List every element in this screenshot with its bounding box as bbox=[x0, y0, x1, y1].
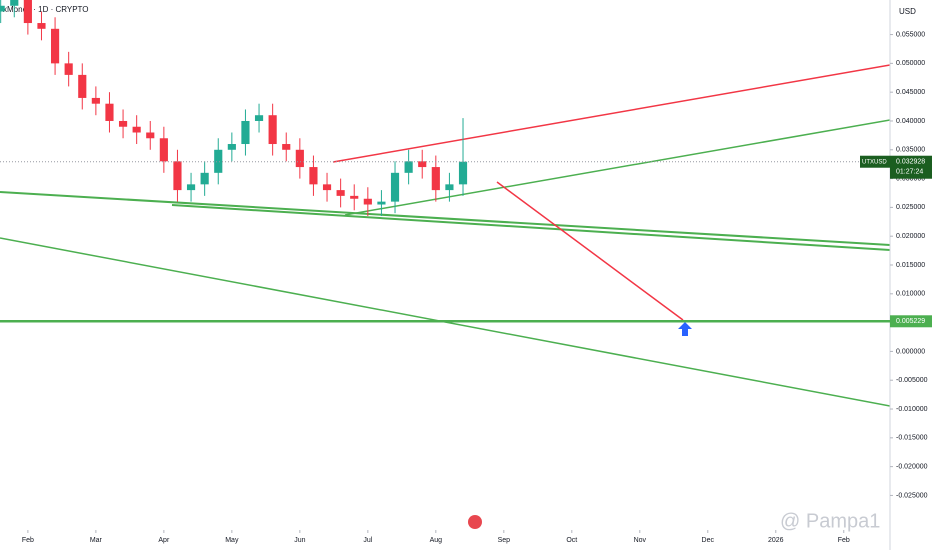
x-tick-label: 2026 bbox=[768, 537, 784, 544]
flag-icon bbox=[468, 515, 482, 529]
arrow-line bbox=[496, 181, 684, 321]
y-tick-label: 0.030000 bbox=[896, 175, 925, 182]
trend-line bbox=[344, 119, 891, 216]
symbol-label: UTXUSD bbox=[862, 159, 887, 165]
price-badge bbox=[890, 155, 932, 179]
candle-body bbox=[268, 115, 277, 145]
candle-body bbox=[0, 5, 5, 12]
candle-body bbox=[214, 149, 223, 173]
candle-body bbox=[159, 138, 168, 162]
candle-body bbox=[241, 120, 250, 145]
candle-body bbox=[336, 190, 345, 196]
x-tick-label: Aug bbox=[430, 537, 443, 544]
candle-body bbox=[458, 161, 468, 185]
x-tick-label: Jun bbox=[294, 537, 305, 544]
watermark: @ Pampa1 bbox=[780, 510, 880, 532]
y-tick-label: 0.020000 bbox=[896, 233, 925, 240]
y-tick-label: -0.020000 bbox=[896, 463, 928, 470]
candle-body bbox=[37, 23, 46, 29]
chart-title: xMoney · 1D · CRYPTO bbox=[3, 5, 89, 14]
y-tick-label: 0.040000 bbox=[896, 118, 925, 125]
x-tick-label: Oct bbox=[566, 537, 577, 544]
candle-body bbox=[295, 149, 304, 168]
candle-body bbox=[50, 28, 60, 64]
candle-body bbox=[200, 172, 209, 185]
countdown: 01:27:24 bbox=[896, 169, 923, 176]
y-tick-label: -0.025000 bbox=[896, 492, 928, 499]
candle-body bbox=[118, 120, 128, 127]
candle-body bbox=[173, 161, 182, 191]
candle-body bbox=[10, 0, 19, 6]
candle-body bbox=[105, 103, 114, 121]
candle-body bbox=[132, 126, 141, 133]
trend-line bbox=[0, 191, 891, 246]
candle-body bbox=[322, 184, 332, 191]
y-tick-label: -0.005000 bbox=[896, 377, 928, 384]
x-tick-label: Dec bbox=[702, 537, 715, 544]
candle-body bbox=[404, 161, 413, 173]
candle-body bbox=[363, 198, 372, 205]
x-tick-label: Apr bbox=[158, 537, 170, 544]
candle-body bbox=[309, 167, 318, 185]
y-tick-label: 0.035000 bbox=[896, 147, 925, 154]
candle-body bbox=[227, 144, 236, 150]
candle-body bbox=[390, 172, 400, 202]
candle-body bbox=[23, 0, 32, 24]
y-tick-label: -0.010000 bbox=[896, 406, 928, 413]
drawings bbox=[0, 64, 891, 407]
currency: USD bbox=[899, 7, 916, 16]
candle-body bbox=[78, 74, 87, 98]
y-tick-label: 0.045000 bbox=[896, 89, 925, 96]
x-tick-label: Jul bbox=[363, 537, 372, 544]
arrow-icon bbox=[678, 322, 692, 336]
x-tick-label: Nov bbox=[634, 537, 647, 544]
trend-line bbox=[332, 64, 891, 163]
candle-body bbox=[282, 144, 291, 150]
candle-body bbox=[64, 63, 73, 75]
y-tick-label: -0.015000 bbox=[896, 435, 928, 442]
symbol-badge bbox=[860, 155, 890, 168]
candle-body bbox=[91, 97, 100, 104]
candle-body bbox=[445, 184, 454, 191]
trend-line bbox=[171, 204, 891, 251]
candle-body bbox=[146, 132, 155, 139]
x-tick-label: Feb bbox=[22, 537, 34, 544]
y-tick-label: 0.000000 bbox=[896, 348, 925, 355]
x-tick-label: Feb bbox=[838, 537, 850, 544]
y-tick-label: 0.015000 bbox=[896, 262, 925, 269]
x-tick-label: May bbox=[225, 537, 239, 544]
level-label: 0.005229 bbox=[896, 318, 925, 325]
level-badge bbox=[890, 315, 932, 328]
x-tick-label: Sep bbox=[498, 537, 511, 544]
y-tick-label: 0.050000 bbox=[896, 60, 925, 67]
candle-body bbox=[186, 184, 196, 191]
candle-body bbox=[431, 167, 440, 191]
y-tick-label: 0.025000 bbox=[896, 204, 925, 211]
x-tick-label: Mar bbox=[90, 537, 103, 544]
candle-body bbox=[350, 195, 359, 199]
y-tick-label: 0.055000 bbox=[896, 31, 925, 38]
candle-body bbox=[418, 161, 427, 168]
price-label: 0.032928 bbox=[896, 159, 925, 166]
candle-body bbox=[377, 201, 386, 205]
candle-body bbox=[254, 115, 264, 121]
y-tick-label: 0.010000 bbox=[896, 291, 925, 298]
